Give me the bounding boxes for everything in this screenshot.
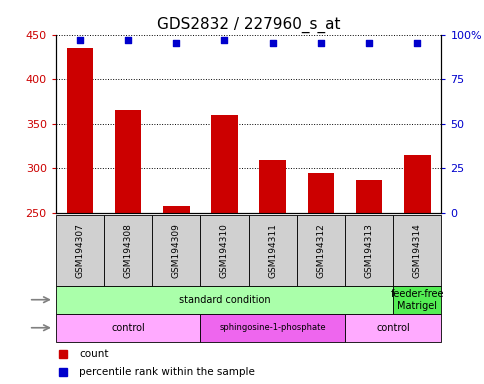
Bar <box>344 314 440 342</box>
Title: GDS2832 / 227960_s_at: GDS2832 / 227960_s_at <box>156 17 340 33</box>
Text: GSM194308: GSM194308 <box>123 223 132 278</box>
Text: GSM194311: GSM194311 <box>268 223 276 278</box>
Bar <box>393 215 440 286</box>
Text: standard condition: standard condition <box>178 295 270 305</box>
Bar <box>259 160 286 213</box>
Text: GSM194313: GSM194313 <box>364 223 373 278</box>
Text: sphingosine-1-phosphate: sphingosine-1-phosphate <box>219 323 325 332</box>
Text: GSM194310: GSM194310 <box>220 223 228 278</box>
Bar <box>393 286 440 314</box>
Bar <box>403 155 430 213</box>
Bar <box>115 110 141 213</box>
Text: GSM194307: GSM194307 <box>75 223 84 278</box>
Point <box>172 40 180 46</box>
Text: control: control <box>376 323 409 333</box>
Point <box>76 37 84 43</box>
Bar <box>163 205 189 213</box>
Text: GSM194309: GSM194309 <box>171 223 181 278</box>
Bar <box>211 115 237 213</box>
Bar <box>56 314 200 342</box>
Bar <box>56 215 104 286</box>
Point <box>364 40 372 46</box>
Text: GSM194312: GSM194312 <box>316 223 325 278</box>
Bar <box>104 215 152 286</box>
Point <box>220 37 228 43</box>
Bar <box>344 215 393 286</box>
Text: count: count <box>79 349 108 359</box>
Bar <box>200 314 344 342</box>
Bar <box>56 286 393 314</box>
Point <box>268 40 276 46</box>
Point <box>124 37 132 43</box>
Point <box>412 40 420 46</box>
Text: feeder-free
Matrigel: feeder-free Matrigel <box>390 289 443 311</box>
Text: GSM194314: GSM194314 <box>412 223 421 278</box>
Bar <box>307 173 333 213</box>
Text: percentile rank within the sample: percentile rank within the sample <box>79 367 254 377</box>
Bar <box>355 180 381 213</box>
Bar <box>248 215 296 286</box>
Text: control: control <box>111 323 145 333</box>
Bar <box>200 215 248 286</box>
Bar <box>152 215 200 286</box>
Bar <box>66 48 93 213</box>
Bar <box>296 215 344 286</box>
Point <box>317 40 324 46</box>
